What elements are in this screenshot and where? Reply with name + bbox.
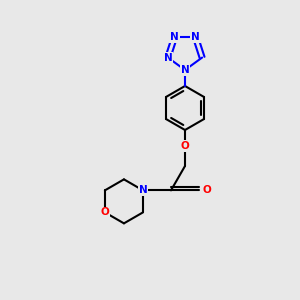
Text: N: N — [170, 32, 179, 42]
Text: O: O — [202, 185, 211, 195]
Text: N: N — [181, 65, 189, 75]
Text: O: O — [100, 207, 109, 218]
Text: N: N — [191, 32, 200, 42]
Text: N: N — [164, 52, 172, 63]
Text: O: O — [181, 141, 189, 151]
Text: N: N — [139, 185, 147, 195]
